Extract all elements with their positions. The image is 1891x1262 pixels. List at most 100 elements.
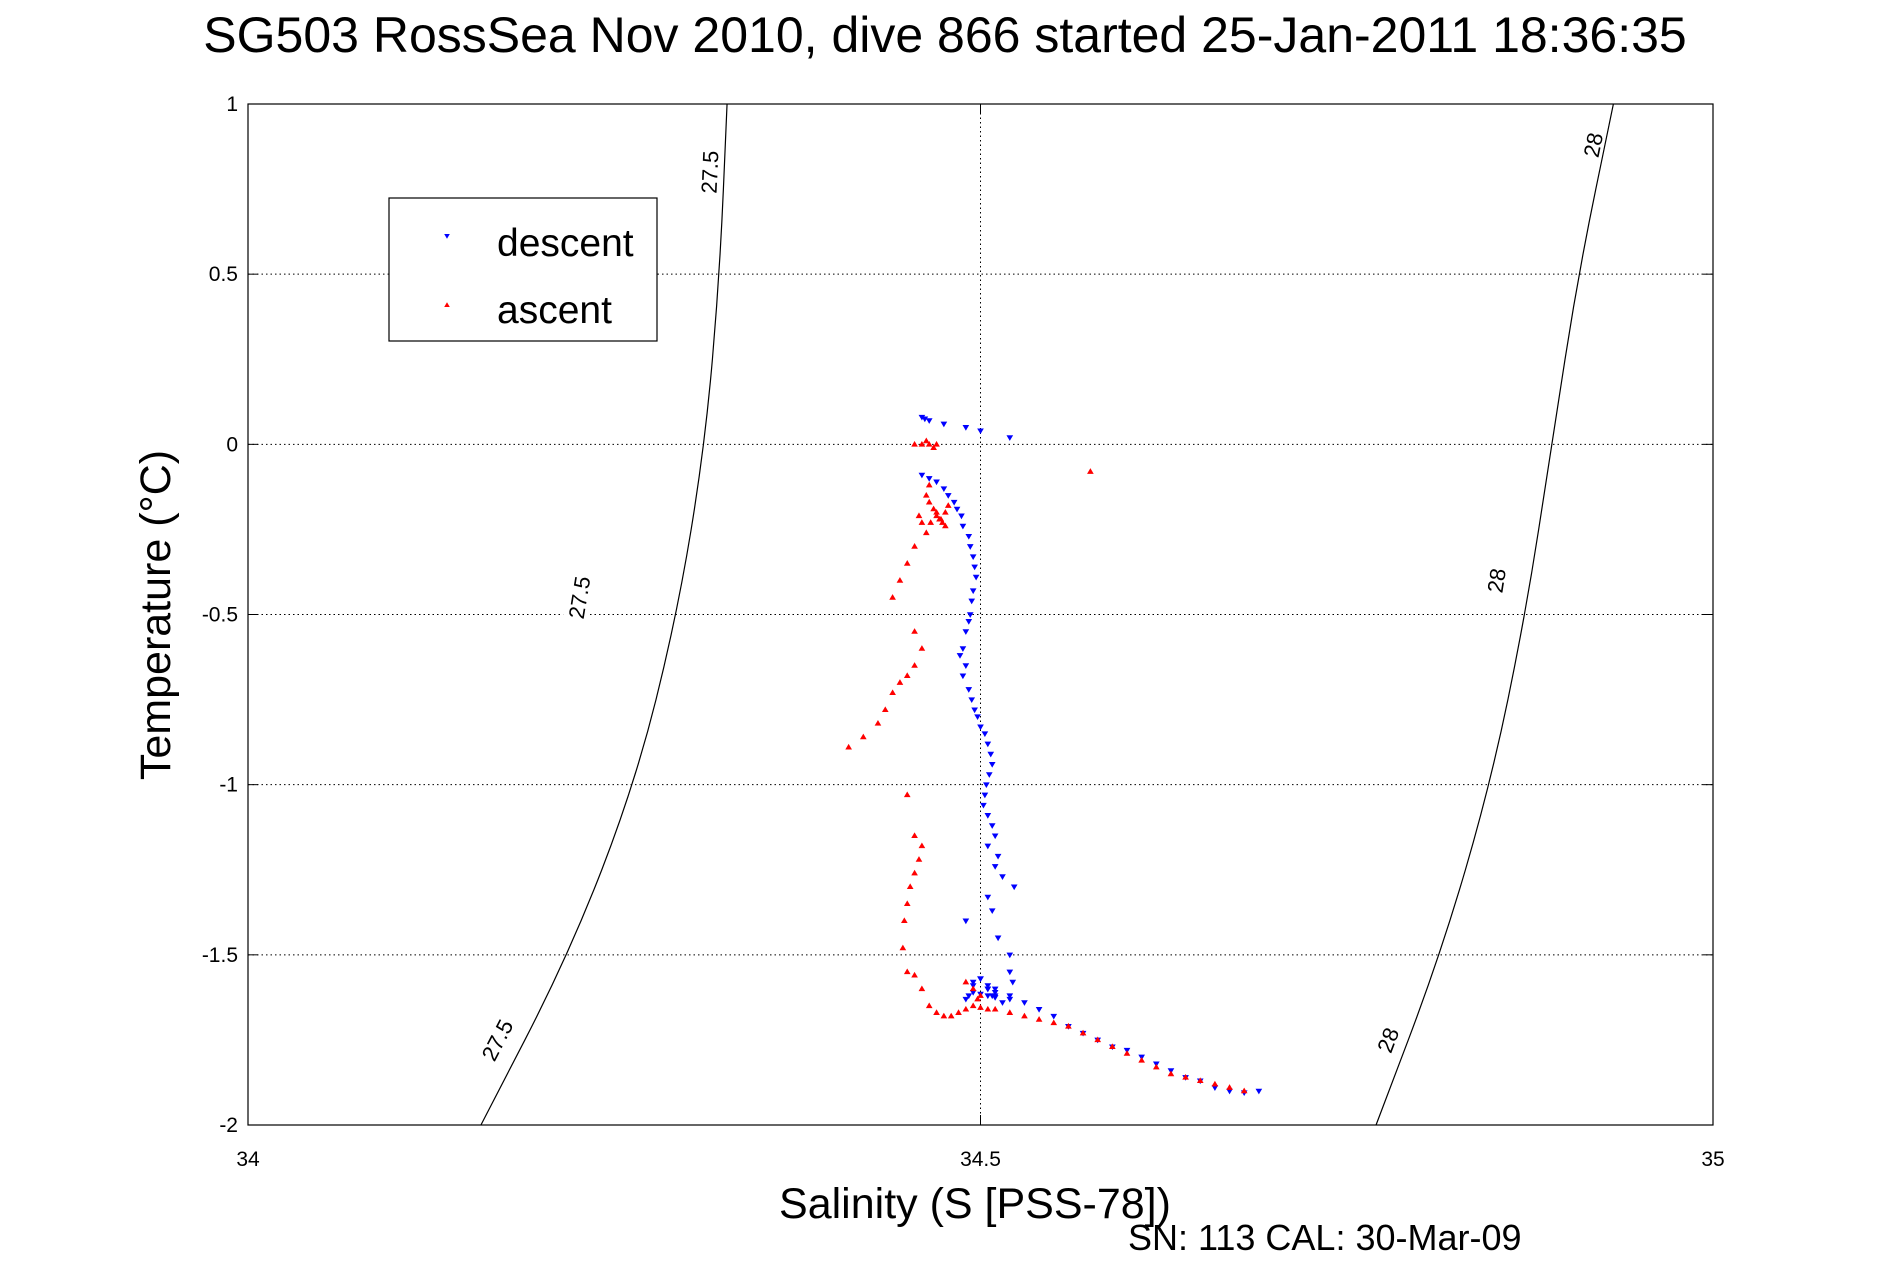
descent-point [966, 612, 974, 618]
y-tick-label: -1 [219, 774, 238, 797]
descent-point [984, 843, 992, 850]
x-tick-label: 34.5 [960, 1148, 1001, 1171]
descent-point [974, 714, 981, 720]
descent-point [991, 864, 999, 870]
descent-point [969, 588, 977, 595]
descent-point [959, 523, 967, 530]
descent-point [977, 428, 984, 435]
descent-point [918, 472, 926, 479]
descent-point [1006, 993, 1014, 1000]
ascent-point [933, 509, 940, 515]
ascent-point [903, 672, 911, 679]
descent-point [1010, 884, 1018, 891]
contour-label: 28 [1482, 567, 1510, 595]
contour-label-bg [1367, 1012, 1407, 1067]
ascent-point [906, 883, 914, 890]
descent-point [965, 993, 973, 1000]
ascent-point [962, 1005, 970, 1012]
ascent-point [922, 529, 930, 536]
ascent-point [944, 502, 952, 508]
ascent-point [933, 512, 940, 519]
ascent-point [915, 512, 923, 519]
descent-point [1009, 979, 1017, 986]
ascent-point [859, 733, 867, 740]
ascent-point [1123, 1050, 1131, 1056]
legend-marker-descent [444, 234, 450, 239]
ascent-point [1035, 1016, 1043, 1022]
descent-point [971, 564, 978, 571]
descent-point [959, 646, 967, 652]
descent-point [925, 476, 933, 482]
ascent-point [962, 978, 970, 985]
ascent-point [922, 437, 930, 444]
descent-point [962, 425, 970, 431]
series-ascent [845, 437, 1248, 1094]
contour-label-bg [562, 571, 594, 623]
ascent-point [911, 869, 918, 876]
descent-point [984, 993, 992, 1000]
descent-point [958, 513, 965, 520]
ascent-point [889, 689, 896, 696]
descent-point [962, 918, 970, 925]
descent-point [940, 486, 948, 492]
contour-label-bg [474, 1012, 518, 1067]
ascent-point [984, 1005, 992, 1012]
ascent-point [899, 944, 907, 951]
y-axis-label: Temperature (°C) [132, 450, 180, 780]
descent-point [968, 697, 976, 703]
ascent-point [903, 900, 911, 907]
x-tick-label: 34 [236, 1148, 260, 1171]
descent-point [1050, 1013, 1058, 1020]
y-tick-label: -0.5 [202, 604, 238, 627]
ascent-point [933, 440, 940, 447]
ascent-point [911, 832, 918, 838]
ascent-point [942, 509, 949, 515]
chart-title: SG503 RossSea Nov 2010, dive 866 started… [203, 7, 1686, 63]
ascent-point [911, 971, 918, 978]
descent-point [966, 544, 974, 550]
ascent-point [896, 679, 904, 685]
legend: descent ascent [388, 197, 658, 342]
ascent-point [918, 645, 926, 651]
descent-point [1255, 1088, 1263, 1095]
ascent-point [903, 791, 911, 798]
ascent-point [930, 505, 937, 512]
descent-point [972, 574, 980, 581]
descent-point [991, 990, 999, 996]
contour-label: 27.5 [697, 150, 724, 194]
descent-point [965, 619, 973, 625]
descent-point [965, 687, 973, 693]
descent-point [984, 986, 992, 993]
descent-point [969, 554, 977, 561]
ascent-point [977, 1004, 984, 1010]
density-contour-28 [1375, 103, 1614, 1126]
legend-descent-marker [444, 234, 450, 239]
y-tick-label: -1.5 [202, 944, 238, 967]
ascent-point [1167, 1070, 1175, 1077]
ascent-point [903, 560, 911, 566]
ascent-point [925, 1002, 933, 1009]
ascent-point [874, 720, 882, 726]
ascent-point [940, 1012, 948, 1019]
axis-ticks [247, 103, 1714, 1126]
ascent-point [1152, 1063, 1160, 1070]
descent-point [984, 894, 992, 901]
ascent-point [977, 992, 984, 998]
ascent-point [925, 481, 933, 488]
descent-point [968, 598, 976, 605]
ascent-point [937, 515, 945, 522]
descent-point [983, 782, 990, 789]
ascent-point [1087, 468, 1094, 474]
descent-point [969, 979, 977, 986]
descent-point [1035, 1007, 1043, 1013]
x-axis-label: Salinity (S [PSS-78]) [779, 1180, 1171, 1228]
descent-point [965, 533, 973, 540]
ascent-point [927, 519, 935, 525]
descent-point [971, 707, 978, 714]
descent-point [988, 908, 996, 914]
legend-box [388, 197, 658, 342]
ascent-point [925, 440, 933, 447]
y-tick-label: 0 [226, 433, 238, 456]
